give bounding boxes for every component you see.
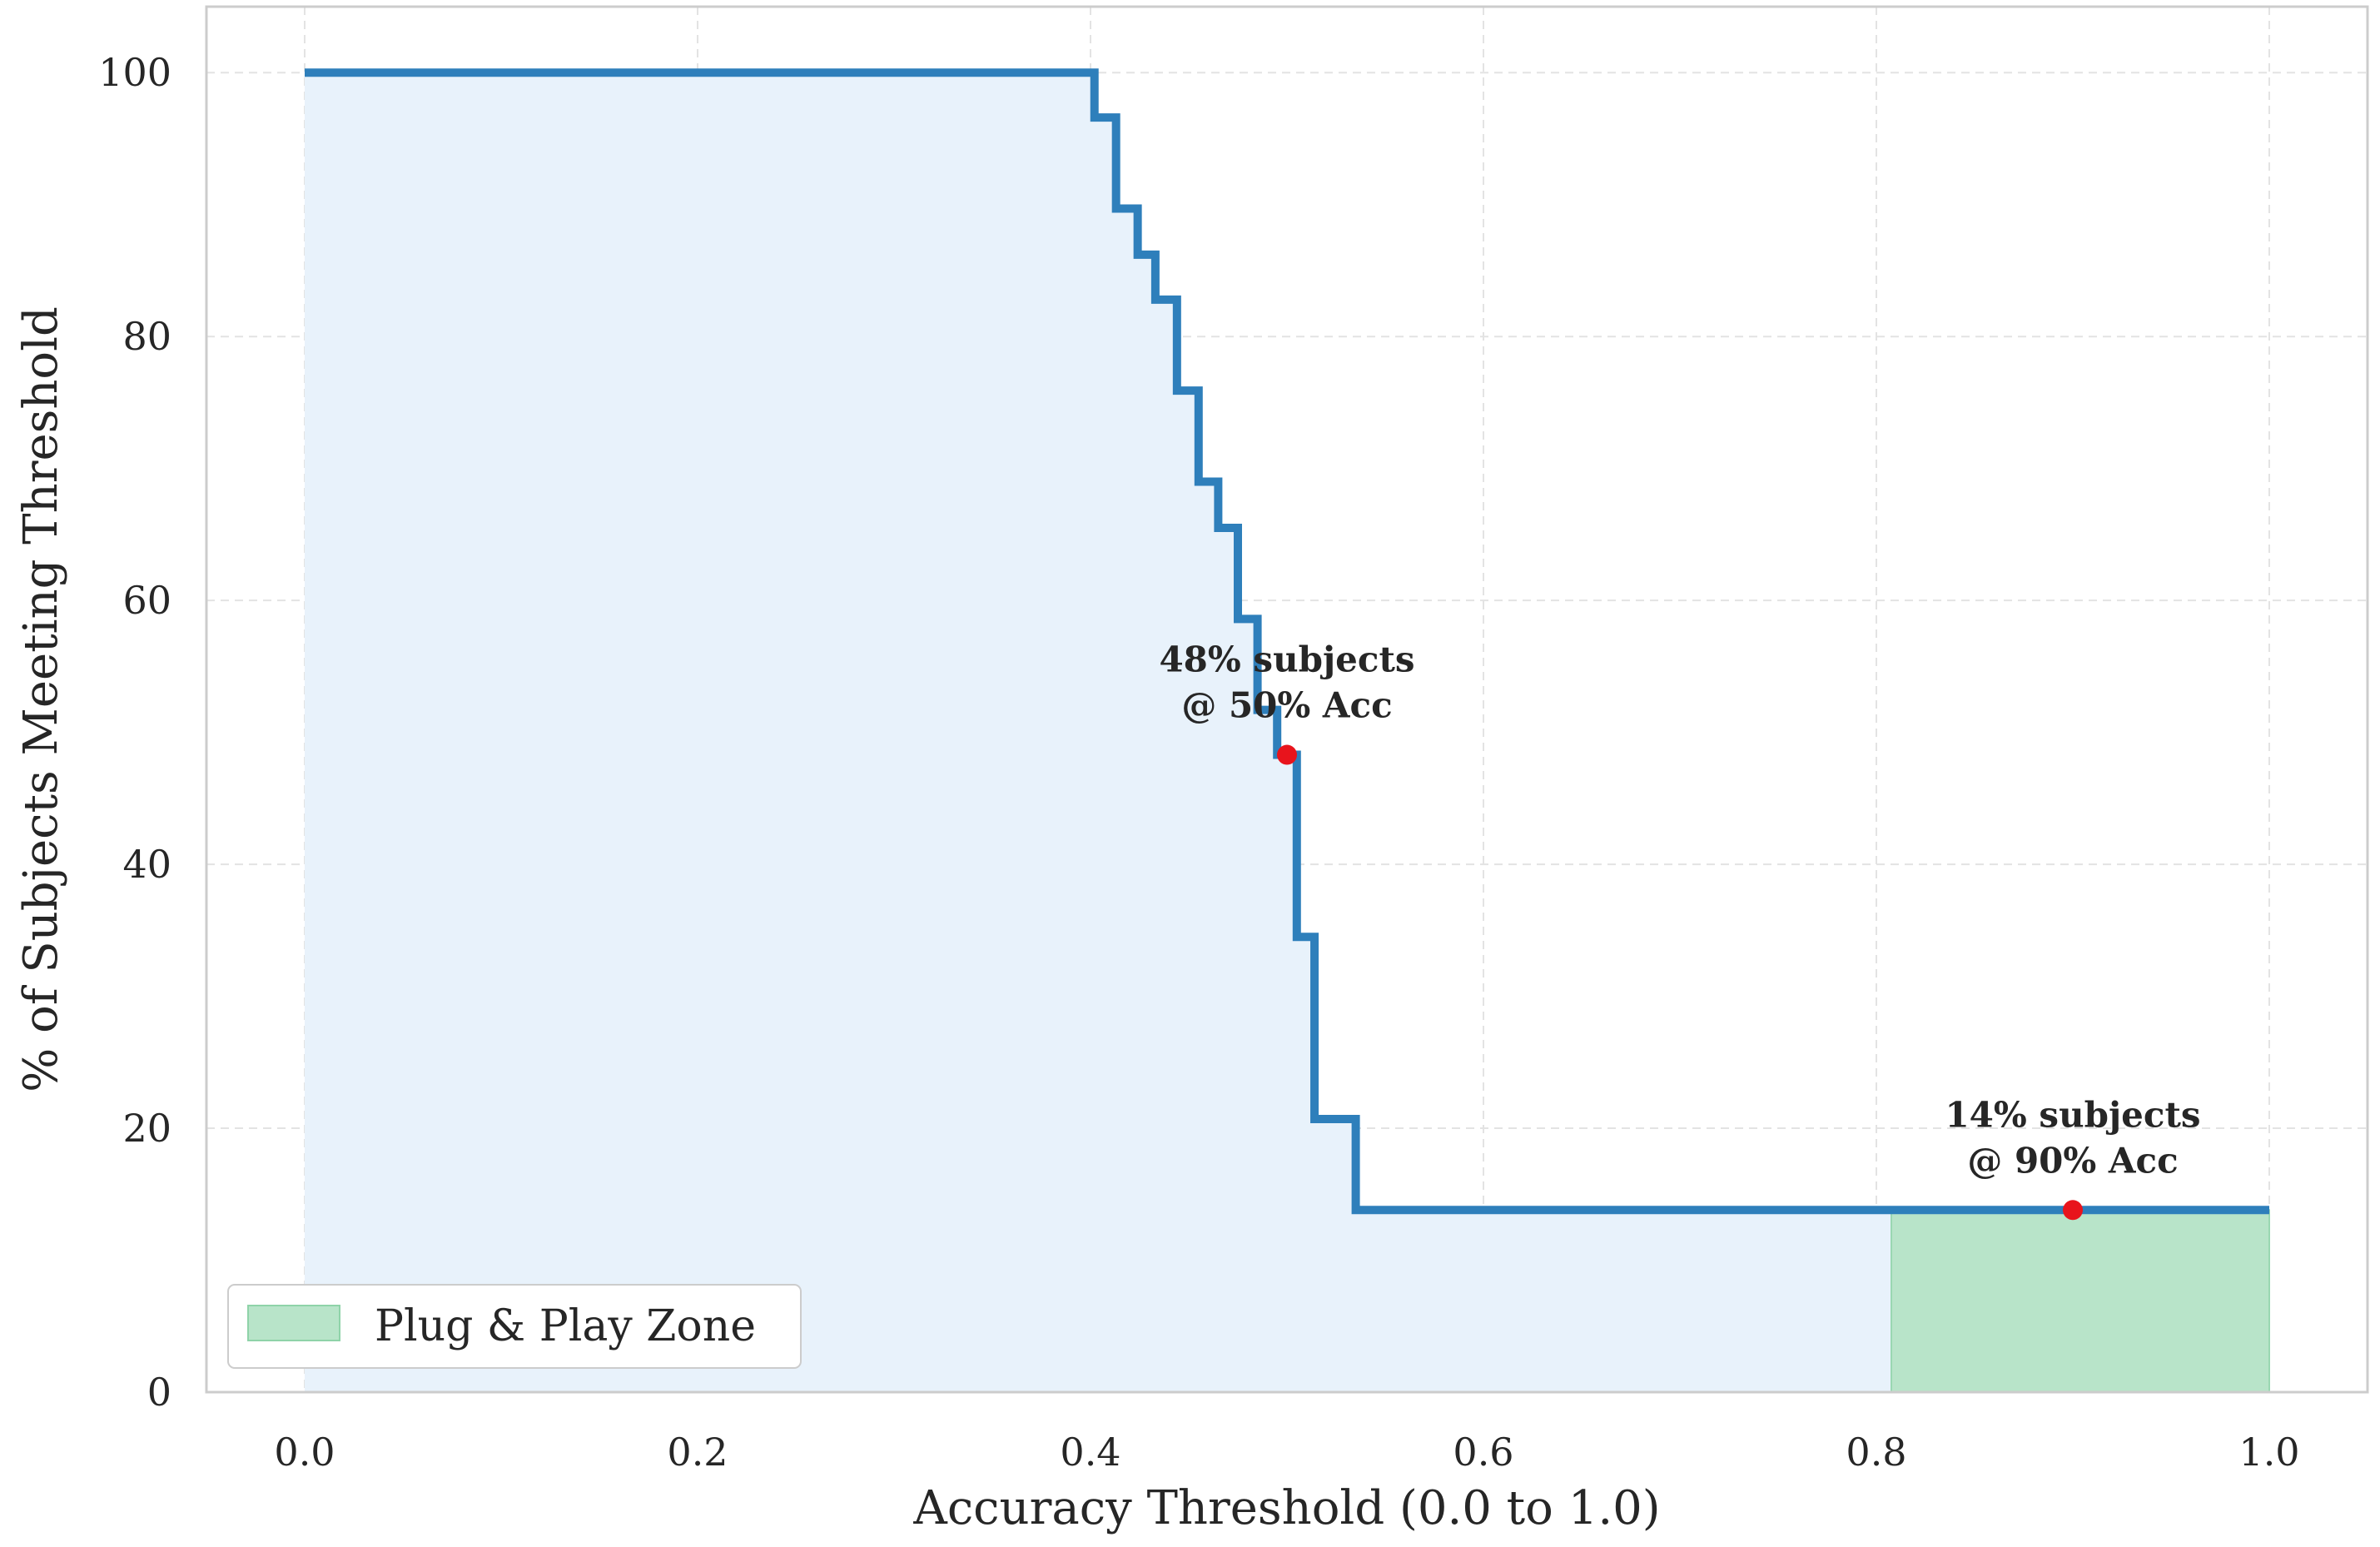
area-fill (305, 72, 2269, 1393)
data-marker (1277, 744, 1297, 765)
y-tick-label: 40 (122, 842, 171, 887)
annotation-text: @ 90% Acc (1967, 1140, 2178, 1181)
x-tick-label: 0.4 (1060, 1430, 1120, 1475)
legend-label: Plug & Play Zone (375, 1301, 756, 1351)
x-tick-label: 0.8 (1846, 1430, 1906, 1475)
series-group (305, 68, 2269, 1215)
y-tick-label: 20 (122, 1106, 171, 1151)
annotation-text: 48% subjects (1159, 639, 1414, 680)
data-marker (2063, 1200, 2083, 1221)
y-tick-label: 100 (98, 50, 171, 95)
y-tick-label: 60 (122, 578, 171, 623)
annotation-text: 14% subjects (1945, 1094, 2200, 1135)
annotations-group: 48% subjects @ 50% Acc 14% subjects @ 90% A… (1159, 639, 2200, 1181)
x-tick-label: 0.6 (1453, 1430, 1513, 1475)
x-axis-ticks: 0.0 0.2 0.4 0.6 0.8 1.0 (274, 1430, 2299, 1475)
x-tick-label: 0.0 (274, 1430, 335, 1475)
legend-swatch (247, 1305, 340, 1341)
x-axis-label: Accuracy Threshold (0.0 to 1.0) (912, 1481, 1660, 1535)
plot-frame (205, 5, 2369, 1394)
y-tick-label: 80 (122, 314, 171, 359)
legend: Plug & Play Zone (227, 1284, 802, 1369)
x-tick-label: 1.0 (2238, 1430, 2299, 1475)
plug-and-play-zone (1891, 1209, 2270, 1393)
legend-box (227, 1284, 802, 1369)
y-tick-label: 0 (147, 1370, 171, 1415)
annotation-text: @ 50% Acc (1181, 685, 1392, 726)
y-axis-ticks: 0 20 40 60 80 100 (98, 50, 171, 1415)
step-series-line (305, 68, 2269, 1215)
markers-group (1277, 744, 2083, 1221)
y-axis-label: % of Subjects Meeting Threshold (14, 306, 68, 1092)
x-tick-label: 0.2 (667, 1430, 728, 1475)
